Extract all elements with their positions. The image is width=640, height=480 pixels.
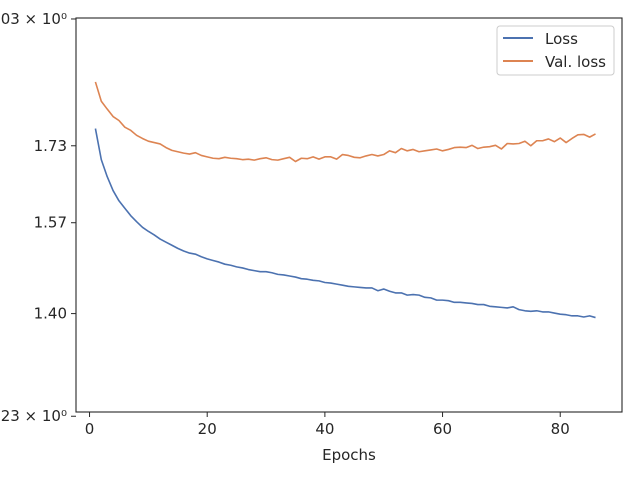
x-tick-label: 80 <box>551 420 570 438</box>
y-tick-label: 1.57 <box>34 214 67 232</box>
legend: Loss Val. loss <box>496 25 615 76</box>
y-axis: 1.23 × 10⁰ 1.40 1.57 1.73 2.03 × 10⁰ <box>0 10 76 425</box>
x-tick-label: 20 <box>198 420 217 438</box>
legend-label-val-loss: Val. loss <box>545 53 606 71</box>
x-tick-label: 0 <box>85 420 95 438</box>
x-tick-label: 60 <box>433 420 452 438</box>
y-tick-label: 1.73 <box>34 137 67 155</box>
x-axis-label: Epochs <box>322 446 376 464</box>
y-tick-label: 1.23 × 10⁰ <box>0 407 67 425</box>
x-tick-label: 40 <box>315 420 334 438</box>
plot-area <box>76 18 622 412</box>
plot-frame <box>75 17 623 413</box>
y-tick-label: 2.03 × 10⁰ <box>0 10 67 28</box>
series-line-0 <box>94 128 596 319</box>
y-tick-label: 1.40 <box>34 305 67 323</box>
legend-label-loss: Loss <box>545 30 578 48</box>
x-axis: 0 20 40 60 80 <box>85 412 570 438</box>
series-layer <box>94 81 596 319</box>
series-line-1 <box>94 81 596 163</box>
